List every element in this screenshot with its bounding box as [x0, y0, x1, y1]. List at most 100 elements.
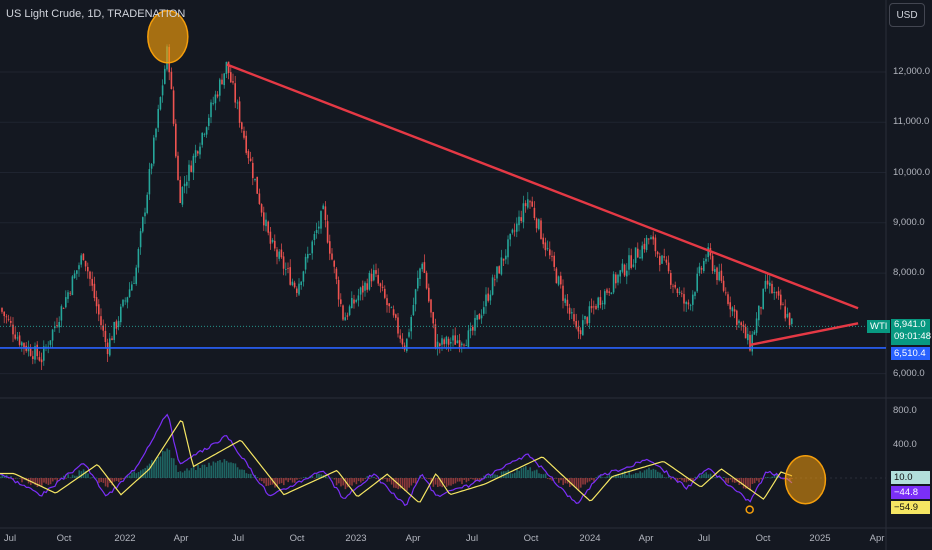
osc-histogram-bar — [327, 477, 329, 479]
candle-down — [430, 299, 432, 313]
osc-histogram-bar — [228, 462, 230, 478]
osc-histogram-bar — [239, 469, 241, 478]
osc-histogram-bar — [663, 477, 666, 478]
osc-histogram-bar — [179, 471, 182, 478]
osc-histogram-bar — [133, 471, 135, 478]
candle-down — [439, 343, 441, 346]
osc-histogram-bar — [346, 478, 349, 488]
price-tick-8000: 8,000.0 — [893, 267, 925, 278]
candle-up — [516, 223, 518, 232]
candle-up — [747, 333, 749, 341]
candle-up — [199, 146, 201, 155]
osc-histogram-bar — [382, 478, 384, 480]
candle-down — [663, 256, 665, 258]
candle-down — [788, 312, 791, 326]
osc-histogram-bar — [344, 478, 347, 490]
candle-up — [144, 212, 146, 217]
osc-histogram-bar — [588, 478, 591, 482]
candle-up — [16, 337, 19, 339]
osc-histogram-bar — [749, 478, 751, 491]
candle-down — [104, 330, 107, 343]
candle-down — [681, 293, 683, 295]
candle-down — [282, 256, 285, 269]
candle-up — [639, 257, 641, 259]
candle-down — [280, 249, 283, 258]
candle-up — [564, 298, 566, 303]
last-price-badge: 6,941.0 09:01:48 — [891, 319, 931, 345]
candle-down — [654, 237, 657, 252]
osc-histogram-bar — [701, 474, 703, 478]
osc-histogram-bar — [595, 477, 597, 478]
candle-down — [630, 255, 632, 268]
chart-title: US Light Crude, 1D, TRADENATION — [6, 8, 186, 20]
candle-up — [322, 205, 324, 210]
candle-up — [43, 346, 45, 361]
osc-histogram-bar — [654, 469, 657, 478]
candle-down — [384, 288, 386, 298]
osc-histogram-bar — [507, 469, 509, 478]
candle-down — [727, 294, 729, 304]
candle-down — [637, 248, 639, 258]
candle-up — [467, 330, 470, 347]
candle-up — [617, 274, 619, 283]
candle-up — [588, 306, 591, 323]
candle-up — [441, 338, 443, 345]
osc-histogram-bar — [278, 478, 281, 484]
osc-histogram-bar — [324, 476, 327, 478]
osc-histogram-bar — [395, 478, 397, 489]
osc-histogram-bar — [641, 472, 644, 478]
osc-tick-800: 800.0 — [893, 405, 917, 416]
candle-up — [522, 203, 525, 223]
candle-down — [12, 324, 14, 335]
candle-down — [540, 220, 542, 240]
time-label: Apr — [173, 533, 189, 544]
osc-histogram-bar — [36, 478, 39, 487]
candle-up — [604, 291, 606, 305]
osc-histogram-bar — [478, 478, 481, 482]
candle-down — [656, 251, 659, 255]
candle-down — [296, 288, 298, 293]
candle-down — [463, 344, 465, 346]
osc-histogram-bar — [269, 478, 272, 486]
osc-histogram-bar — [520, 468, 523, 478]
osc-histogram-bar — [201, 464, 204, 478]
candle-up — [128, 289, 131, 298]
candle-down — [170, 71, 173, 90]
osc-histogram-bar — [225, 460, 228, 478]
candle-up — [718, 271, 720, 281]
osc-histogram-bar — [635, 472, 637, 478]
candle-up — [738, 320, 740, 324]
osc-histogram-bar — [118, 478, 120, 483]
osc-histogram-bar — [637, 473, 639, 478]
candle-down — [535, 218, 538, 229]
osc-histogram-bar — [379, 477, 382, 479]
osc-histogram-bar — [485, 476, 487, 478]
candle-up — [135, 267, 137, 284]
osc-histogram-bar — [648, 467, 650, 478]
osc-histogram-bar — [261, 478, 263, 482]
osc-histogram-bar — [104, 478, 107, 487]
osc-histogram-bar — [159, 456, 162, 478]
osc-histogram-bar — [628, 470, 630, 478]
osc-histogram-bar — [217, 460, 219, 478]
osc-histogram-bar — [100, 478, 102, 483]
osc-histogram-bar — [115, 478, 118, 482]
osc-histogram-bar — [232, 463, 234, 478]
osc-histogram-bar — [289, 478, 292, 481]
candle-down — [659, 256, 661, 266]
candle-down — [397, 317, 399, 334]
candle-up — [183, 183, 186, 187]
currency-button[interactable]: USD — [889, 3, 925, 27]
osc-histogram-bar — [96, 477, 98, 479]
osc-histogram-bar — [426, 478, 428, 479]
osc-histogram-bar — [764, 477, 767, 478]
candle-up — [54, 326, 56, 329]
candle-up — [538, 219, 540, 230]
candle-up — [511, 229, 514, 233]
osc-histogram-bar — [659, 472, 661, 478]
osc-histogram-bar — [54, 478, 56, 480]
osc-histogram-bar — [687, 478, 690, 482]
osc-histogram-bar — [646, 469, 648, 478]
osc-histogram-bar — [74, 475, 76, 478]
